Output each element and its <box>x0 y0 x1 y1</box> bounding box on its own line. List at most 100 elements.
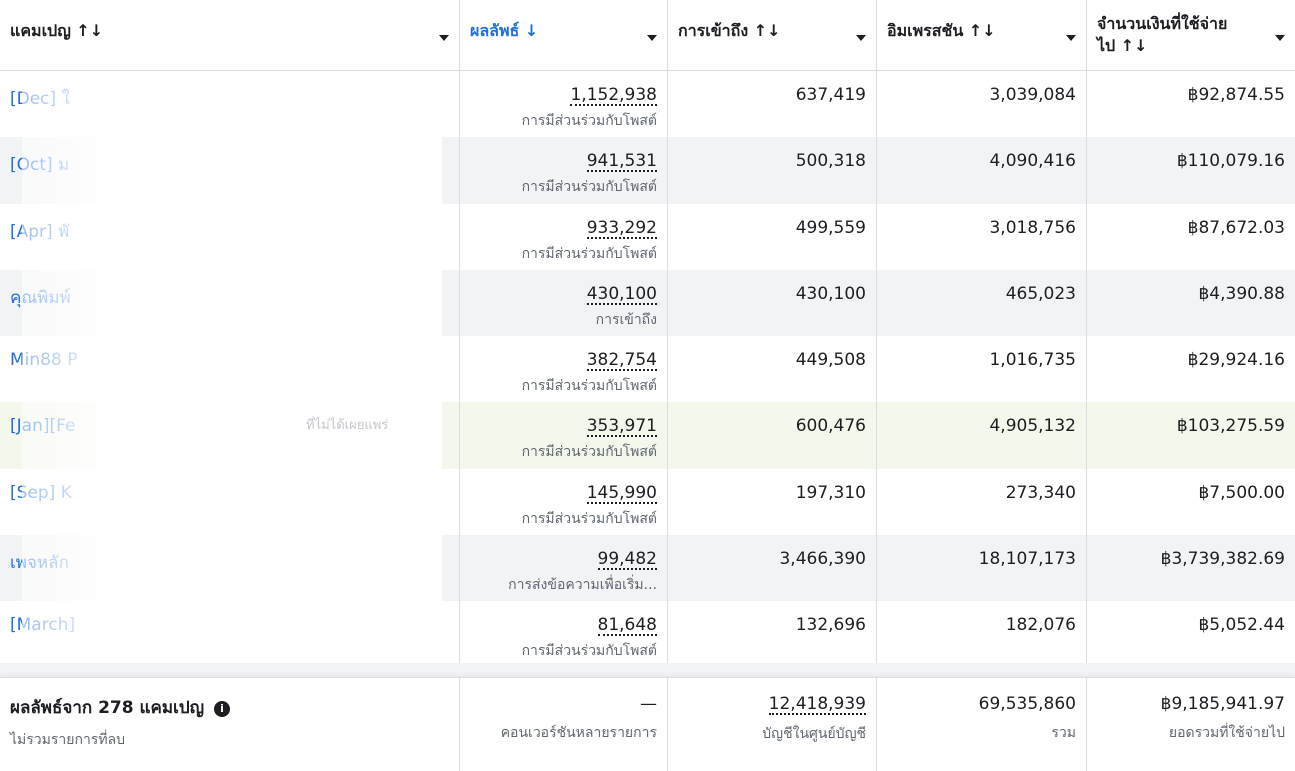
reach-cell: 3,466,390 <box>668 535 877 602</box>
result-value[interactable]: 145,990 <box>586 482 657 504</box>
impressions-cell: 4,090,416 <box>877 137 1087 204</box>
redacted-area <box>22 71 442 138</box>
results-cell: 145,990 การมีส่วนร่วมกับโพสต์ <box>460 468 668 536</box>
campaign-cell: [Apr] พั <box>0 203 460 270</box>
impressions-cell: 3,018,756 <box>877 203 1087 270</box>
chevron-down-icon[interactable] <box>1275 35 1285 41</box>
summary-results-value: — <box>640 694 657 714</box>
summary-spend-value: ฿9,185,941.97 <box>1160 694 1285 714</box>
summary-title: ผลลัพธ์จาก 278 แคมเปญ <box>10 698 205 718</box>
amount-spent-cell: ฿29,924.16 <box>1187 350 1285 371</box>
table-row[interactable]: เพจหลัก 99,482 การส่งข้อความเพื่อเริ่ม... 3… <box>0 535 1295 602</box>
result-value[interactable]: 81,648 <box>597 615 657 637</box>
summary-amount-spent: ฿9,185,941.97 ยอดรวมที่ใช้จ่ายไป <box>1087 678 1295 771</box>
column-header-label: แคมเปญ ↑↓ <box>10 21 104 40</box>
summary-impressions-value: 69,535,860 <box>978 694 1076 714</box>
summary-subtitle: ไม่รวมรายการที่ลบ <box>10 732 126 748</box>
amount-spent-cell: ฿103,275.59 <box>1176 416 1285 437</box>
status-badge: ที่ไม่ได้เผยแพร่ <box>300 412 395 438</box>
amount-spent-cell: ฿4,390.88 <box>1198 283 1285 304</box>
chevron-down-icon[interactable] <box>856 35 866 41</box>
result-type: การมีส่วนร่วมกับโพสต์ <box>521 510 657 527</box>
result-value[interactable]: 353,971 <box>586 416 657 438</box>
campaign-table: แคมเปญ ↑↓ ผลลัพธ์ ↓ การเข้าถึง ↑↓ อิมเพร… <box>0 0 1295 668</box>
result-type: การมีส่วนร่วมกับโพสต์ <box>521 113 657 129</box>
summary-impressions-sub: รวม <box>1051 725 1076 741</box>
results-cell: 430,100 การเข้าถึง <box>460 269 668 337</box>
results-cell: 1,152,938 การมีส่วนร่วมกับโพสต์ <box>460 71 668 138</box>
impressions-cell: 3,039,084 <box>877 71 1087 138</box>
chevron-down-icon[interactable] <box>439 35 449 41</box>
campaign-cell: [March] <box>0 601 460 668</box>
table-row-partial <box>0 663 1295 677</box>
reach-cell: 600,476 <box>668 402 877 469</box>
table-row[interactable]: [Sep] K 145,990 การมีส่วนร่วมกับโพสต์ 197,3… <box>0 468 1295 536</box>
result-value[interactable]: 430,100 <box>586 283 657 305</box>
result-value[interactable]: 1,152,938 <box>570 85 657 106</box>
column-header-amount-spent[interactable]: จำนวนเงินที่ใช้จ่าย ไป ↑↓ <box>1087 0 1295 70</box>
campaign-cell: [Dec] ใ <box>0 71 460 138</box>
impressions-cell: 273,340 <box>877 468 1087 536</box>
redacted-area <box>22 137 442 204</box>
table-row[interactable]: [Jan][Feที่ไม่ได้เผยแพร่ 353,971 การมีส่วน… <box>0 402 1295 469</box>
column-header-campaign[interactable]: แคมเปญ ↑↓ <box>0 0 460 70</box>
redacted-area <box>22 203 442 270</box>
results-cell: 941,531 การมีส่วนร่วมกับโพสต์ <box>460 137 668 204</box>
result-value[interactable]: 933,292 <box>586 217 657 239</box>
column-header-label: ผลลัพธ์ ↓ <box>470 21 539 40</box>
table-row[interactable]: [March] 81,648 การมีส่วนร่วมกับโพสต์ 132,69… <box>0 601 1295 668</box>
campaign-cell: คุณพิมพ์ <box>0 269 460 337</box>
results-cell: 933,292 การมีส่วนร่วมกับโพสต์ <box>460 203 668 270</box>
info-icon[interactable]: i <box>214 701 231 717</box>
table-body: [Dec] ใ 1,152,938 การมีส่วนร่วมกับโพสต์ 637… <box>0 71 1295 668</box>
reach-cell: 430,100 <box>668 269 877 337</box>
table-row[interactable]: [Apr] พั 933,292 การมีส่วนร่วมกับโพสต์ 499,… <box>0 203 1295 270</box>
impressions-cell: 4,905,132 <box>877 402 1087 469</box>
results-cell: 353,971 การมีส่วนร่วมกับโพสต์ <box>460 402 668 469</box>
reach-cell: 499,559 <box>668 203 877 270</box>
impressions-cell: 1,016,735 <box>877 336 1087 403</box>
column-header-results[interactable]: ผลลัพธ์ ↓ <box>460 0 668 70</box>
redacted-area <box>22 336 442 403</box>
amount-spent-cell: ฿5,052.44 <box>1198 615 1285 636</box>
result-type: การมีส่วนร่วมกับโพสต์ <box>521 378 657 395</box>
campaign-cell: [Sep] K <box>0 468 460 536</box>
reach-cell: 500,318 <box>668 137 877 204</box>
result-type: การส่งข้อความเพื่อเริ่ม... <box>508 577 657 594</box>
impressions-cell: 182,076 <box>877 601 1087 668</box>
redacted-area <box>22 269 442 337</box>
result-value[interactable]: 941,531 <box>586 151 657 173</box>
result-type: การมีส่วนร่วมกับโพสต์ <box>521 444 657 461</box>
impressions-cell: 465,023 <box>877 269 1087 337</box>
table-header: แคมเปญ ↑↓ ผลลัพธ์ ↓ การเข้าถึง ↑↓ อิมเพร… <box>0 0 1295 71</box>
table-summary-footer: ผลลัพธ์จาก 278 แคมเปญ i ไม่รวมรายการที่ล… <box>0 677 1295 771</box>
reach-cell: 132,696 <box>668 601 877 668</box>
summary-impressions: 69,535,860 รวม <box>877 678 1087 771</box>
table-row[interactable]: [Dec] ใ 1,152,938 การมีส่วนร่วมกับโพสต์ 637… <box>0 71 1295 138</box>
campaign-cell: [Oct] ม <box>0 137 460 204</box>
summary-reach-value[interactable]: 12,418,939 <box>768 694 866 715</box>
result-value[interactable]: 99,482 <box>597 549 657 571</box>
result-type: การมีส่วนร่วมกับโพสต์ <box>521 643 657 660</box>
table-row[interactable]: Min88 P 382,754 การมีส่วนร่วมกับโพสต์ 449,5… <box>0 336 1295 403</box>
redacted-area <box>22 601 442 668</box>
results-cell: 99,482 การส่งข้อความเพื่อเริ่ม... <box>460 535 668 602</box>
amount-spent-cell: ฿92,874.55 <box>1187 85 1285 105</box>
summary-reach-sub: บัญชีในศูนย์บัญชี <box>762 726 866 742</box>
results-cell: 382,754 การมีส่วนร่วมกับโพสต์ <box>460 336 668 403</box>
amount-spent-cell: ฿87,672.03 <box>1187 217 1285 238</box>
amount-spent-cell: ฿110,079.16 <box>1176 151 1285 172</box>
column-header-label: อิมเพรสชัน ↑↓ <box>887 21 996 40</box>
chevron-down-icon[interactable] <box>1066 35 1076 41</box>
column-header-label: จำนวนเงินที่ใช้จ่าย ไป ↑↓ <box>1097 14 1228 55</box>
table-row[interactable]: คุณพิมพ์430,100การเข้าถึง430,100465,023฿… <box>0 269 1295 337</box>
impressions-cell: 18,107,173 <box>877 535 1087 602</box>
column-header-reach[interactable]: การเข้าถึง ↑↓ <box>668 0 877 70</box>
campaign-cell: [Jan][Feที่ไม่ได้เผยแพร่ <box>0 402 460 469</box>
chevron-down-icon[interactable] <box>647 35 657 41</box>
result-value[interactable]: 382,754 <box>586 350 657 372</box>
column-header-impressions[interactable]: อิมเพรสชัน ↑↓ <box>877 0 1087 70</box>
amount-spent-cell: ฿7,500.00 <box>1198 482 1285 503</box>
reach-cell: 197,310 <box>668 468 877 536</box>
table-row[interactable]: [Oct] ม 941,531 การมีส่วนร่วมกับโพสต์ 500,3… <box>0 137 1295 204</box>
